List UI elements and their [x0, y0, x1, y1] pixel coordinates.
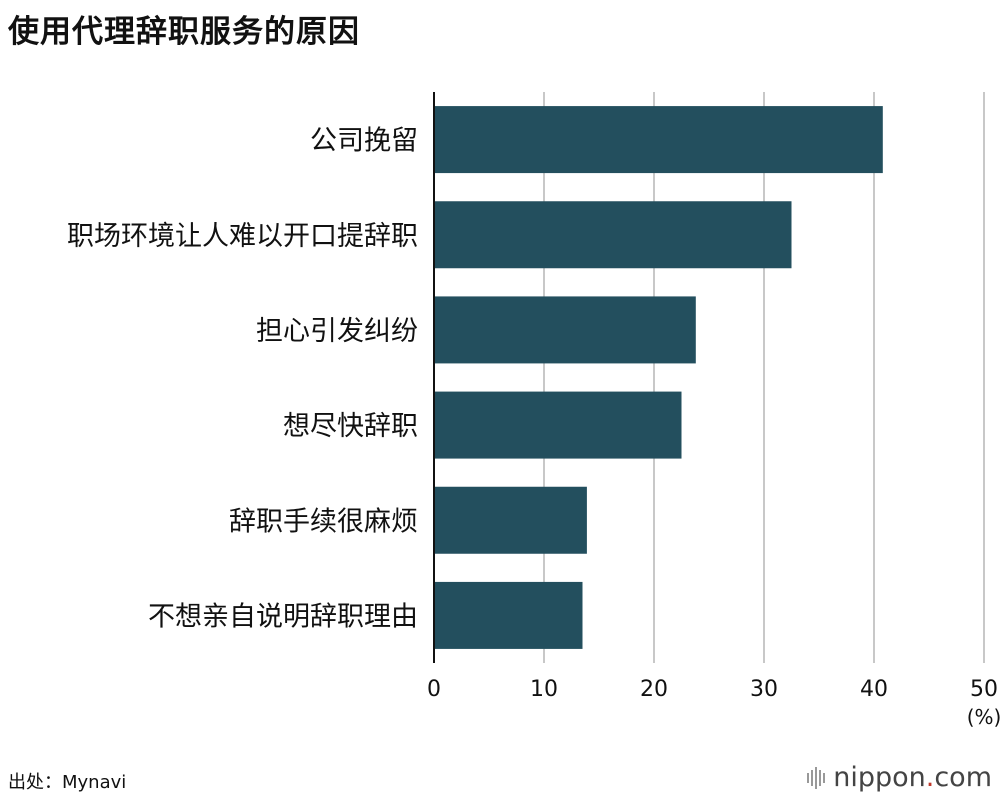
category-label: 公司挽留	[310, 126, 418, 157]
logo-name: nippon	[833, 762, 926, 793]
bar	[434, 201, 792, 269]
x-tick-label: 50	[970, 677, 998, 702]
bar	[434, 106, 883, 174]
x-tick-label: 30	[750, 677, 778, 702]
bars	[434, 106, 883, 649]
source-note: 出处：Mynavi	[8, 772, 127, 793]
logo-suffix: com	[934, 762, 992, 793]
logo-dot: .	[925, 762, 935, 793]
bar	[434, 581, 583, 649]
x-tick-label: 20	[640, 677, 668, 702]
category-label: 职场环境让人难以开口提辞职	[67, 221, 418, 252]
bar	[434, 391, 682, 459]
chart-title: 使用代理辞职服务的原因	[8, 14, 360, 50]
grid-lines	[543, 92, 985, 663]
category-labels: 公司挽留职场环境让人难以开口提辞职担心引发纠纷想尽快辞职辞职手续很麻烦不想亲自说…	[67, 126, 418, 633]
category-label: 担心引发纠纷	[256, 316, 418, 347]
category-label: 不想亲自说明辞职理由	[148, 601, 418, 632]
x-tick-label: 0	[427, 677, 441, 702]
category-label: 辞职手续很麻烦	[229, 506, 418, 537]
tick-labels: 0 10 20 30 40 50	[427, 677, 998, 702]
bar	[434, 296, 696, 364]
sound-bars-icon	[807, 766, 826, 789]
unit-label: (%)	[967, 705, 1000, 729]
category-label: 想尽快辞职	[283, 411, 418, 442]
x-tick-label: 40	[860, 677, 888, 702]
nippon-logo: nippon. com	[807, 762, 992, 793]
x-tick-label: 10	[530, 677, 558, 702]
bar	[434, 486, 587, 554]
